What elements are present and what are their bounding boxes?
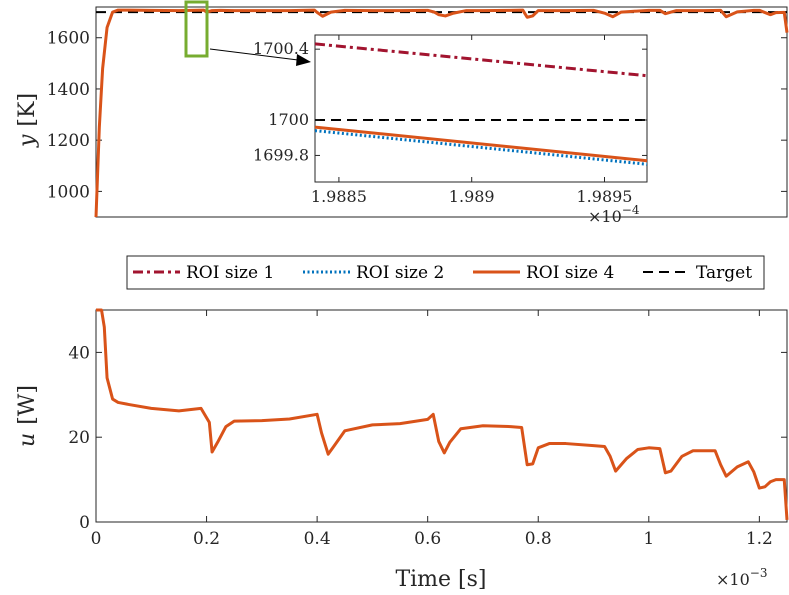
bottom-x-tick-label: 1 [643, 529, 654, 549]
legend-entry-roi4: ROI size 4 [473, 263, 614, 283]
legend-label-roi4: ROI size 4 [526, 263, 614, 283]
bottom-panel: 0 0.2 0.4 0.6 0.8 1 1.2 0 20 40 u[W] Time [s] ×10… [15, 308, 789, 592]
inset-x-tick-label: 1.9885 [311, 187, 367, 206]
top-panel: 1000 1200 1400 1600 y[K] [15, 0, 789, 218]
legend-label-roi2: ROI size 2 [356, 263, 444, 283]
inset-series [314, 42, 648, 166]
inset-y-tick-label: 1700.4 [253, 39, 309, 58]
top-y-axis-label: y[K] [15, 93, 40, 148]
legend-box [126, 255, 765, 290]
top-y-tick-label: 1600 [47, 29, 90, 49]
top-series-roi4 [94, 8, 789, 218]
roi-highlight-box [184, 0, 209, 58]
legend-entry-roi2: ROI size 2 [303, 263, 444, 283]
inset-y-tick-label: 1700 [268, 110, 309, 129]
bottom-y-tick-label: 40 [68, 343, 90, 363]
bottom-x-tick-label: 0.2 [193, 529, 220, 549]
inset-axes-box [314, 34, 648, 183]
bottom-y-tick-label: 20 [68, 428, 90, 448]
legend-label-roi1: ROI size 1 [186, 263, 274, 283]
bottom-x-multiplier: ×10−3 [716, 566, 767, 589]
bottom-x-tick-label: 0.6 [414, 529, 441, 549]
bottom-y-tick-label: 0 [79, 513, 90, 533]
inset-y-tick-label: 1699.8 [253, 145, 309, 164]
legend-entry-target: Target [643, 263, 752, 283]
bottom-axes-box [95, 309, 788, 523]
zoom-arrow-line [209, 48, 307, 62]
top-y-tick-label: 1200 [47, 131, 90, 151]
inset-x-tick-label: 1.9895 [577, 187, 633, 206]
bottom-x-tick-label: 0 [91, 529, 102, 549]
bottom-x-axis-label: Time [s] [395, 567, 486, 592]
inset-x-tick-label: 1.989 [449, 187, 495, 206]
bottom-y-axis-label: u[W] [15, 385, 40, 447]
inset-panel: 1.9885 1.989 1.9895 1699.8 1700 1700.4 ×10−4 [253, 34, 648, 226]
legend: ROI size 1 ROI size 2 ROI size 4 Target [126, 255, 765, 290]
inset-ticks: 1.9885 1.989 1.9895 1699.8 1700 1700.4 [253, 35, 647, 206]
top-y-tick-label: 1000 [47, 182, 90, 202]
inset-series-roi-size-4 [314, 125, 648, 163]
bottom-ticks: 0 0.2 0.4 0.6 0.8 1 1.2 0 20 40 [68, 310, 787, 549]
zoom-arrow-head [296, 54, 311, 66]
legend-entry-roi1: ROI size 1 [133, 263, 274, 283]
inset-series-roi-size-2 [314, 129, 648, 166]
bottom-x-tick-label: 1.2 [746, 529, 773, 549]
bottom-x-tick-label: 0.4 [304, 529, 331, 549]
inset-series-roi-size-1 [314, 42, 648, 78]
top-y-tick-label: 1400 [47, 80, 90, 100]
bottom-x-tick-label: 0.8 [525, 529, 552, 549]
top-axes-box [95, 6, 788, 218]
inset-x-multiplier: ×10−4 [588, 203, 640, 226]
bottom-series-roi4 [96, 308, 789, 520]
legend-label-target: Target [696, 263, 752, 283]
